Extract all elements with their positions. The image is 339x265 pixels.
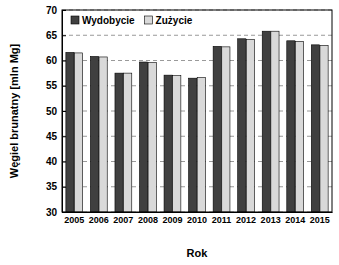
legend-swatch — [71, 16, 79, 24]
y-tick-label: 55 — [46, 80, 58, 91]
x-tick-label: 2011 — [212, 215, 232, 225]
y-tick-mark — [62, 111, 66, 112]
plot: 3035404550556065702005200620072008200920… — [46, 5, 333, 226]
bar — [189, 78, 197, 212]
legend-label: Wydobycie — [82, 15, 135, 26]
x-tick-label: 2014 — [285, 215, 305, 225]
x-tick: 2011 — [212, 212, 232, 225]
bar — [238, 39, 246, 212]
x-tick-label: 2012 — [236, 215, 256, 225]
x-axis-title: Rok — [187, 247, 209, 259]
bar — [320, 45, 328, 212]
x-tick-label: 2007 — [113, 215, 133, 225]
bar — [124, 73, 132, 212]
bar — [74, 53, 82, 212]
grid — [62, 10, 332, 212]
plot-frame — [62, 10, 332, 212]
x-tick-label: 2015 — [310, 215, 330, 225]
y-tick-mark — [62, 136, 66, 137]
bar — [287, 41, 295, 212]
x-tick: 2012 — [236, 212, 256, 225]
y-tick-label: 35 — [46, 181, 58, 192]
y-axis: 30 35 40 45 50 55 60 65 70 — [46, 5, 66, 218]
bar — [164, 75, 172, 212]
y-tick-label: 65 — [46, 30, 58, 41]
x-tick: 2009 — [162, 212, 182, 225]
y-tick: 45 — [46, 131, 66, 142]
bar — [271, 31, 279, 212]
bars — [66, 31, 328, 212]
bar — [213, 46, 221, 212]
x-tick-label: 2010 — [187, 215, 207, 225]
y-tick-label: 45 — [46, 131, 58, 142]
x-tick-label: 2008 — [138, 215, 158, 225]
x-tick: 2015 — [310, 212, 330, 225]
y-tick-mark — [62, 162, 66, 163]
bar — [246, 39, 254, 212]
y-tick: 60 — [46, 55, 66, 66]
bar — [99, 57, 107, 212]
legend-background — [68, 13, 196, 27]
bar — [115, 73, 123, 212]
y-tick-mark — [62, 35, 66, 36]
bar — [222, 47, 230, 212]
y-tick-label: 50 — [46, 106, 58, 117]
y-tick-mark — [62, 187, 66, 188]
y-tick-mark — [62, 61, 66, 62]
x-tick-label: 2005 — [64, 215, 84, 225]
x-tick: 2007 — [113, 212, 133, 225]
x-tick: 2005 — [64, 212, 84, 225]
legend: Wydobycie Zużycie — [68, 13, 196, 27]
bar — [295, 41, 303, 212]
bar — [173, 76, 181, 212]
bar — [140, 62, 148, 212]
y-tick-label: 40 — [46, 156, 58, 167]
chart: 3035404550556065702005200620072008200920… — [0, 0, 339, 265]
bar — [148, 63, 156, 212]
legend-label: Zużycie — [156, 15, 193, 26]
y-tick: 35 — [46, 181, 66, 192]
y-axis-title: Węgiel brunatny [mln Mg] — [8, 43, 20, 178]
bar — [66, 52, 74, 212]
y-tick-label: 70 — [46, 5, 58, 16]
x-tick: 2014 — [285, 212, 305, 225]
bar — [197, 78, 205, 212]
y-tick: 65 — [46, 30, 66, 41]
y-tick: 50 — [46, 106, 66, 117]
x-axis: 2005 2006 2007 2008 2009 2010 2011 2012 2013 2014… — [63, 212, 333, 225]
bar — [262, 31, 270, 212]
x-tick: 2006 — [89, 212, 109, 225]
x-tick: 2010 — [187, 212, 207, 225]
bar — [311, 45, 319, 212]
x-tick-label: 2013 — [261, 215, 281, 225]
x-tick: 2008 — [138, 212, 158, 225]
y-tick: 40 — [46, 156, 66, 167]
bar — [90, 56, 98, 212]
y-tick-mark — [62, 86, 66, 87]
x-tick-label: 2006 — [89, 215, 109, 225]
y-tick-label: 60 — [46, 55, 58, 66]
y-tick: 55 — [46, 80, 66, 91]
x-tick-label: 2009 — [162, 215, 182, 225]
x-tick: 2013 — [261, 212, 281, 225]
grid-line — [62, 35, 332, 36]
y-tick-label: 30 — [46, 207, 58, 218]
legend-swatch — [145, 16, 153, 24]
